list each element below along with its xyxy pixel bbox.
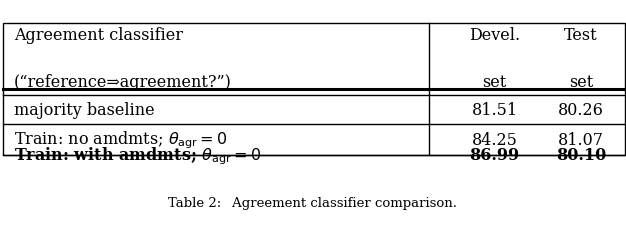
Text: 80.10: 80.10	[556, 147, 606, 164]
Text: 86.99: 86.99	[470, 147, 520, 164]
Text: Train: with amdmts; $\theta_{\mathrm{agr}} = 0$: Train: with amdmts; $\theta_{\mathrm{agr…	[14, 144, 261, 166]
Text: 81.07: 81.07	[558, 132, 604, 148]
Text: 84.25: 84.25	[471, 132, 518, 148]
Text: set: set	[569, 74, 593, 91]
Text: Agreement classifier: Agreement classifier	[14, 26, 183, 43]
Text: Train: no amdmts; $\theta_{\mathrm{agr}} = 0$: Train: no amdmts; $\theta_{\mathrm{agr}}…	[14, 129, 227, 151]
Text: majority baseline: majority baseline	[14, 102, 155, 119]
Text: Test: Test	[564, 26, 598, 43]
Text: set: set	[483, 74, 506, 91]
Text: Devel.: Devel.	[469, 26, 520, 43]
Text: 81.51: 81.51	[471, 102, 518, 119]
Text: Table 2:  Agreement classifier comparison.: Table 2: Agreement classifier comparison…	[168, 196, 458, 209]
Text: (“reference⇒agreement?”): (“reference⇒agreement?”)	[14, 74, 232, 91]
Text: 80.26: 80.26	[558, 102, 604, 119]
